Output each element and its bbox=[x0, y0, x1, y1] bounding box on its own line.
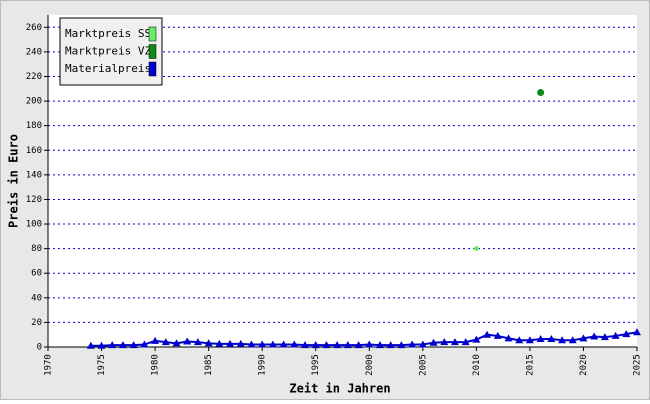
data-point bbox=[590, 332, 599, 340]
data-point bbox=[236, 339, 245, 347]
data-point bbox=[354, 341, 363, 349]
data-point bbox=[537, 88, 545, 96]
data-point bbox=[129, 341, 138, 349]
data-point bbox=[461, 338, 470, 346]
data-point bbox=[386, 341, 395, 349]
data-point bbox=[97, 341, 106, 349]
data-point bbox=[504, 334, 513, 342]
x-tick-label: 2020 bbox=[579, 354, 589, 376]
data-point bbox=[418, 340, 427, 348]
legend-swatch bbox=[148, 44, 157, 59]
y-tick-label: 220 bbox=[26, 72, 42, 82]
x-tick-label: 2010 bbox=[472, 354, 482, 376]
data-point bbox=[558, 336, 567, 344]
legend-box bbox=[59, 17, 163, 86]
series-line bbox=[90, 331, 638, 347]
data-point bbox=[536, 335, 545, 343]
data-point bbox=[472, 335, 481, 343]
data-point bbox=[429, 338, 438, 346]
data-point bbox=[397, 341, 406, 349]
data-point bbox=[473, 246, 479, 252]
legend-swatch bbox=[148, 26, 157, 42]
x-tick-label: 1980 bbox=[151, 354, 161, 376]
data-point bbox=[493, 331, 502, 339]
data-point bbox=[183, 337, 192, 345]
y-tick-label: 20 bbox=[31, 318, 42, 328]
y-axis-title: Preis in Euro bbox=[7, 134, 21, 228]
data-point bbox=[343, 341, 352, 349]
data-point bbox=[279, 340, 288, 348]
data-point bbox=[172, 339, 181, 347]
data-point bbox=[579, 334, 588, 342]
data-point bbox=[600, 333, 609, 341]
data-point bbox=[611, 331, 620, 339]
y-tick-label: 200 bbox=[26, 97, 42, 107]
data-point bbox=[204, 339, 213, 347]
y-tick-label: 180 bbox=[26, 121, 42, 131]
data-point bbox=[547, 335, 556, 343]
data-point bbox=[483, 330, 492, 338]
y-tick-label: 260 bbox=[26, 23, 42, 33]
data-point bbox=[633, 328, 641, 336]
x-tick-label: 2005 bbox=[418, 354, 428, 376]
y-tick-label: 140 bbox=[26, 170, 42, 180]
y-tick-label: 240 bbox=[26, 47, 42, 57]
y-tick-label: 0 bbox=[37, 343, 42, 353]
y-tick-label: 40 bbox=[31, 293, 42, 303]
y-tick-label: 160 bbox=[26, 146, 42, 156]
x-tick-label: 2000 bbox=[365, 354, 375, 376]
y-tick-label: 120 bbox=[26, 195, 42, 205]
data-point bbox=[140, 340, 149, 348]
legend-swatch bbox=[148, 61, 157, 77]
data-point bbox=[301, 341, 310, 349]
x-tick-label: 1985 bbox=[204, 354, 214, 376]
data-point bbox=[622, 330, 631, 338]
data-point bbox=[268, 340, 277, 348]
y-tick-label: 100 bbox=[26, 220, 42, 230]
data-point bbox=[450, 338, 459, 346]
x-tick-label: 1995 bbox=[311, 354, 321, 376]
data-point bbox=[247, 340, 256, 348]
x-tick-label: 1975 bbox=[97, 354, 107, 376]
data-point bbox=[290, 340, 299, 348]
x-tick-label: 1990 bbox=[258, 354, 268, 376]
data-point bbox=[365, 340, 374, 348]
data-point bbox=[311, 341, 320, 349]
data-point bbox=[525, 336, 534, 344]
x-tick-label: 2015 bbox=[525, 354, 535, 376]
legend-label: Marktpreis SS bbox=[65, 27, 151, 40]
data-point bbox=[226, 339, 235, 347]
data-point bbox=[258, 340, 267, 348]
y-tick-label: 80 bbox=[31, 244, 42, 254]
data-point bbox=[151, 336, 160, 344]
y-tick-label: 60 bbox=[31, 269, 42, 279]
x-tick-label: 1970 bbox=[44, 354, 54, 376]
data-point bbox=[118, 341, 127, 349]
data-point bbox=[568, 336, 577, 344]
data-point bbox=[333, 341, 342, 349]
legend-label: Materialpreis bbox=[65, 62, 151, 75]
data-point bbox=[215, 339, 224, 347]
data-point bbox=[161, 338, 170, 346]
data-point bbox=[408, 340, 417, 348]
data-point bbox=[375, 341, 384, 349]
x-tick-label: 2025 bbox=[633, 354, 643, 376]
data-point bbox=[440, 338, 449, 346]
data-point bbox=[322, 341, 331, 349]
data-point bbox=[108, 341, 117, 349]
legend-label: Marktpreis VZ bbox=[65, 45, 151, 58]
data-point bbox=[86, 341, 95, 349]
x-axis-title: Zeit in Jahren bbox=[289, 382, 390, 396]
data-point bbox=[193, 338, 202, 346]
data-point bbox=[515, 336, 524, 344]
